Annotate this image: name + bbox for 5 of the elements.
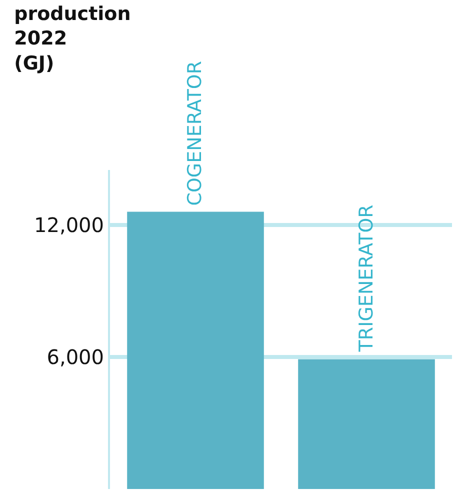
chart-title: production 2022 (GJ) [14, 2, 131, 74]
y-tick-label: 6,000 [46, 345, 104, 369]
y-tick-label: 12,000 [34, 213, 104, 237]
x-tick-label: TRIGENERATOR [355, 204, 378, 353]
x-tick-label: COGENERATOR [184, 60, 206, 206]
